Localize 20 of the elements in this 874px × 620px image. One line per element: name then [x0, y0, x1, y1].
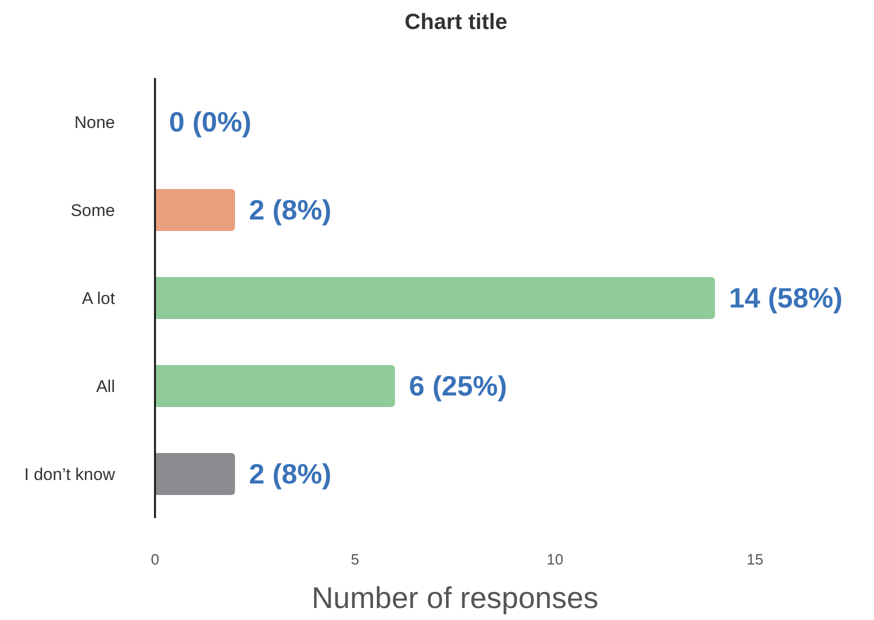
bar	[155, 365, 395, 407]
bar	[155, 277, 715, 319]
chart-title: Chart title	[404, 8, 508, 36]
data-label: 2 (8%)	[249, 458, 332, 490]
x-tick-label: 0	[150, 552, 160, 569]
data-label: 2 (8%)	[249, 194, 332, 226]
data-label: 0 (0%)	[169, 106, 252, 138]
data-label: 14 (58%)	[729, 282, 843, 314]
x-tick-label: 10	[546, 552, 564, 569]
x-tick-label: 15	[746, 552, 764, 569]
y-tick-label: None	[74, 113, 115, 132]
x-axis-title: Number of responses	[312, 582, 598, 615]
y-tick-label: All	[96, 377, 115, 396]
x-tick-label: 5	[350, 552, 360, 569]
y-tick-label: I don’t know	[24, 465, 116, 484]
y-tick-label: Some	[70, 201, 115, 220]
bar	[155, 189, 235, 231]
data-label: 6 (25%)	[409, 370, 508, 402]
bar	[155, 453, 235, 495]
y-tick-label: A lot	[82, 289, 116, 308]
